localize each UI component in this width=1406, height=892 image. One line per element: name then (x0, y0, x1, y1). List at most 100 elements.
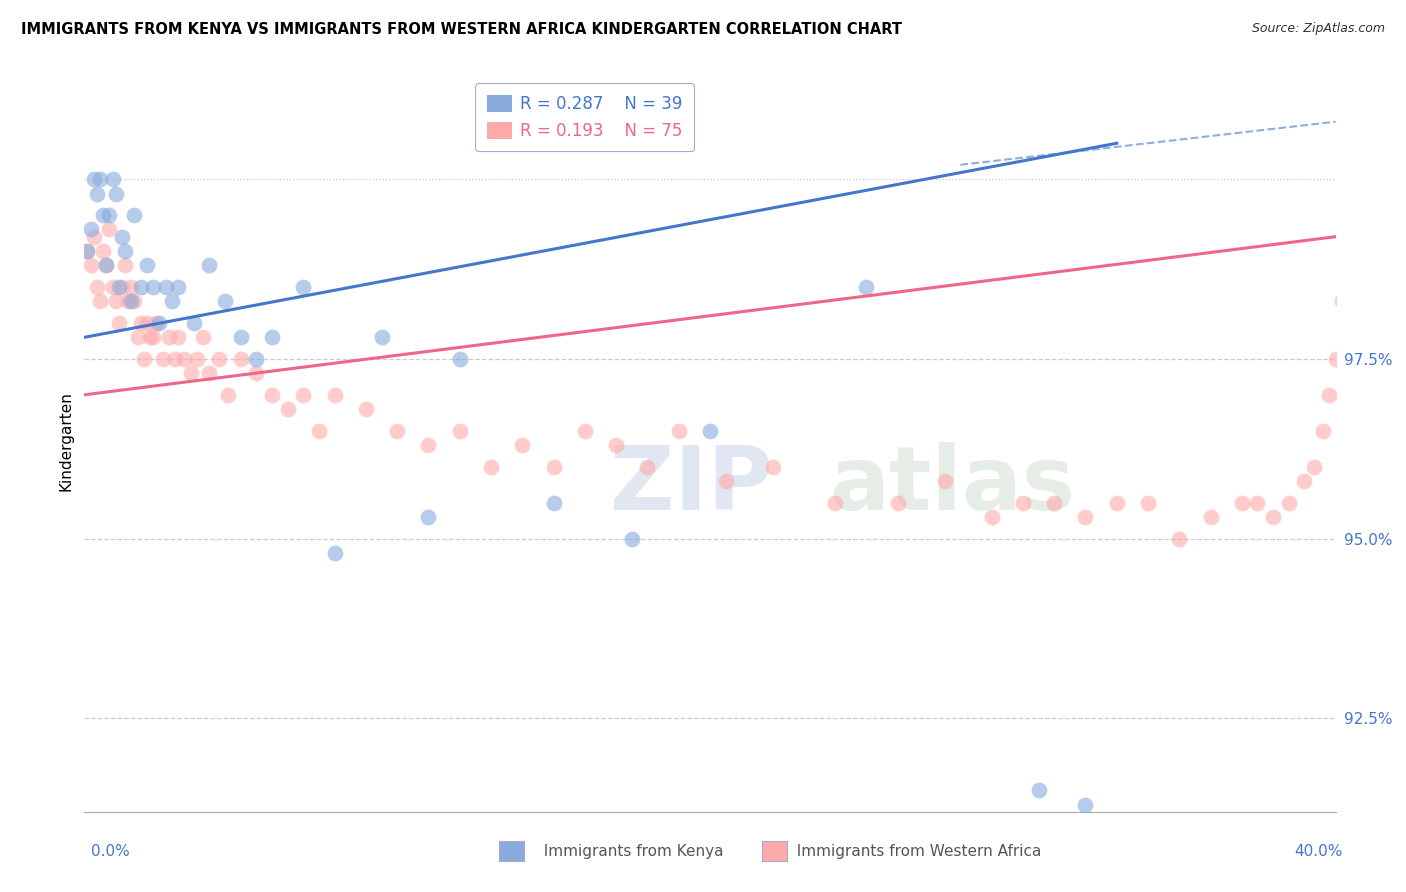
Point (129, 316, 152, 330)
Point (308, 424, 330, 438)
Text: ZIP: ZIP (610, 442, 773, 530)
Point (620, 532, 643, 546)
Point (668, 424, 690, 438)
Point (1294, 474, 1316, 488)
Point (543, 495, 565, 509)
Point (193, 330, 215, 344)
Point (418, 438, 440, 452)
Point (245, 351, 267, 366)
Point (1330, 294, 1353, 309)
Point (198, 366, 221, 380)
Point (120, 294, 142, 309)
Point (512, 438, 534, 452)
Point (139, 330, 162, 344)
Text: 0.0%: 0.0% (91, 845, 131, 859)
Point (104, 294, 127, 309)
Point (83, 229, 105, 244)
Point (98, 208, 121, 222)
Point (132, 351, 155, 366)
Point (173, 351, 195, 366)
Point (1302, 459, 1324, 474)
Text: Immigrants from Kenya: Immigrants from Kenya (534, 845, 724, 859)
Point (120, 280, 142, 294)
Point (96, 259, 118, 273)
Point (117, 294, 139, 309)
Point (370, 330, 392, 344)
Point (762, 459, 785, 474)
Point (323, 388, 346, 402)
Point (142, 330, 165, 344)
Point (160, 294, 183, 309)
Point (183, 316, 205, 330)
Point (277, 402, 299, 417)
Point (83, 172, 105, 186)
Point (129, 280, 152, 294)
Point (824, 495, 846, 509)
Y-axis label: Kindergarten: Kindergarten (58, 392, 73, 491)
Point (136, 316, 159, 330)
Point (89, 294, 111, 309)
Point (1136, 495, 1159, 509)
Point (167, 330, 190, 344)
Point (262, 388, 284, 402)
Point (104, 186, 127, 201)
Point (124, 294, 146, 309)
Point (354, 402, 377, 417)
Point (1043, 495, 1066, 509)
Point (136, 259, 159, 273)
Point (145, 316, 167, 330)
Point (114, 259, 136, 273)
Point (107, 316, 129, 330)
Point (934, 474, 956, 488)
Point (96, 259, 118, 273)
Point (1319, 388, 1341, 402)
Text: atlas: atlas (830, 442, 1074, 530)
Point (292, 388, 315, 402)
Point (637, 459, 659, 474)
Point (855, 280, 877, 294)
Point (127, 330, 149, 344)
Point (76, 244, 98, 258)
Point (86, 280, 108, 294)
Point (714, 474, 737, 488)
Point (155, 280, 177, 294)
Point (323, 546, 346, 560)
Point (101, 172, 124, 186)
Legend: R = 0.287    N = 39, R = 0.193    N = 75: R = 0.287 N = 39, R = 0.193 N = 75 (475, 83, 695, 152)
Point (91, 244, 114, 258)
Text: IMMIGRANTS FROM KENYA VS IMMIGRANTS FROM WESTERN AFRICA KINDERGARTEN CORRELATION: IMMIGRANTS FROM KENYA VS IMMIGRANTS FROM… (21, 22, 903, 37)
Text: Immigrants from Western Africa: Immigrants from Western Africa (787, 845, 1042, 859)
Point (124, 208, 146, 222)
Point (111, 229, 134, 244)
Point (1263, 510, 1285, 524)
Point (1199, 510, 1222, 524)
Point (385, 424, 409, 438)
Point (292, 280, 315, 294)
Point (167, 280, 190, 294)
Point (214, 294, 236, 309)
Point (76, 244, 98, 258)
Point (208, 351, 231, 366)
Point (543, 459, 565, 474)
Point (1105, 495, 1128, 509)
Point (1324, 351, 1347, 366)
Point (418, 510, 440, 524)
Point (449, 351, 471, 366)
Point (180, 366, 202, 380)
Point (114, 244, 136, 258)
Point (79, 222, 101, 236)
Point (229, 351, 252, 366)
Point (91, 208, 114, 222)
Point (79, 259, 101, 273)
Point (1230, 495, 1253, 509)
Point (1246, 495, 1268, 509)
Point (574, 424, 596, 438)
Point (1028, 783, 1050, 797)
Point (1312, 424, 1334, 438)
Point (887, 495, 910, 509)
Point (1168, 532, 1191, 546)
Point (142, 280, 165, 294)
Point (111, 280, 134, 294)
Point (980, 510, 1002, 524)
Point (98, 222, 121, 236)
